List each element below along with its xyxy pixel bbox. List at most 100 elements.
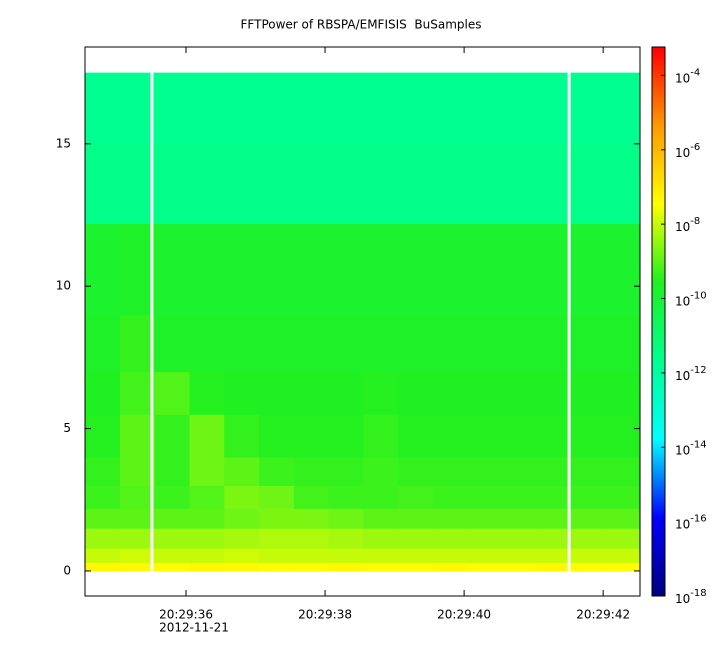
cell bbox=[398, 314, 434, 373]
cell bbox=[537, 72, 573, 145]
cell bbox=[502, 72, 538, 145]
cell bbox=[259, 414, 295, 458]
cell bbox=[432, 371, 469, 415]
cell bbox=[398, 72, 434, 145]
cell bbox=[537, 223, 573, 316]
cell bbox=[502, 508, 538, 529]
cell bbox=[502, 414, 538, 458]
cell bbox=[293, 314, 330, 373]
cell bbox=[259, 508, 295, 529]
cell bbox=[606, 485, 640, 509]
cell bbox=[259, 548, 295, 563]
cell bbox=[119, 223, 156, 316]
cell bbox=[363, 528, 399, 549]
cell bbox=[467, 314, 503, 373]
cell bbox=[398, 371, 434, 415]
colorbar-tick-label: 10-10 bbox=[675, 291, 707, 309]
colorbar bbox=[651, 46, 666, 597]
cell bbox=[467, 528, 503, 549]
y-tick-label: 5 bbox=[63, 421, 71, 435]
cell bbox=[189, 562, 225, 572]
cell bbox=[119, 143, 156, 225]
cell bbox=[537, 314, 573, 373]
colorbar-tick-label: 10-14 bbox=[675, 439, 707, 457]
cell bbox=[85, 548, 121, 563]
cell bbox=[467, 143, 503, 225]
cell bbox=[189, 223, 225, 316]
cell bbox=[85, 72, 121, 145]
cell bbox=[328, 548, 364, 563]
cell bbox=[328, 223, 364, 316]
cell bbox=[85, 508, 121, 529]
cell bbox=[467, 414, 503, 458]
cell bbox=[224, 314, 260, 373]
cell bbox=[571, 508, 608, 529]
cell bbox=[606, 562, 640, 572]
cell bbox=[85, 223, 121, 316]
cell bbox=[119, 414, 156, 458]
cell bbox=[467, 457, 503, 487]
cell bbox=[85, 528, 121, 549]
cell bbox=[119, 485, 156, 509]
cell bbox=[189, 508, 225, 529]
cell bbox=[154, 371, 190, 415]
cell bbox=[189, 371, 225, 415]
cell bbox=[259, 143, 295, 225]
cell bbox=[537, 528, 573, 549]
cell bbox=[259, 371, 295, 415]
cell bbox=[398, 548, 434, 563]
cell bbox=[189, 414, 225, 458]
cell bbox=[537, 457, 573, 487]
cell bbox=[189, 457, 225, 487]
cell bbox=[328, 562, 364, 572]
cell bbox=[571, 485, 608, 509]
colorbar-tick-label: 10-12 bbox=[675, 365, 707, 383]
cell bbox=[398, 143, 434, 225]
cell bbox=[432, 528, 469, 549]
cell bbox=[224, 72, 260, 145]
cell bbox=[502, 548, 538, 563]
cell bbox=[467, 485, 503, 509]
cell bbox=[328, 143, 364, 225]
cell bbox=[293, 562, 330, 572]
cell bbox=[189, 528, 225, 549]
cell bbox=[154, 314, 190, 373]
cell bbox=[85, 143, 121, 225]
cell bbox=[363, 314, 399, 373]
cell bbox=[537, 414, 573, 458]
cell bbox=[363, 143, 399, 225]
cell bbox=[85, 457, 121, 487]
cell bbox=[328, 457, 364, 487]
cell bbox=[328, 528, 364, 549]
cell bbox=[154, 508, 190, 529]
cell bbox=[189, 485, 225, 509]
x-annotation: 2012-11-21 bbox=[159, 621, 229, 635]
cell bbox=[259, 485, 295, 509]
cell bbox=[571, 457, 608, 487]
cell bbox=[606, 143, 640, 225]
cell bbox=[537, 548, 573, 563]
cell bbox=[432, 414, 469, 458]
cell bbox=[224, 548, 260, 563]
cell bbox=[293, 457, 330, 487]
cell bbox=[606, 548, 640, 563]
cell bbox=[154, 562, 190, 572]
x-tick-label: 20:29:40 bbox=[437, 608, 491, 622]
cell bbox=[328, 314, 364, 373]
cell bbox=[85, 485, 121, 509]
cell bbox=[502, 528, 538, 549]
cell bbox=[259, 223, 295, 316]
cell bbox=[224, 528, 260, 549]
cell bbox=[502, 371, 538, 415]
cell bbox=[502, 143, 538, 225]
cell bbox=[154, 72, 190, 145]
cell bbox=[224, 414, 260, 458]
cell bbox=[328, 508, 364, 529]
chart-title: FFTPower of RBSPA/EMFISIS BuSamples bbox=[241, 18, 482, 32]
colorbar-tick-label: 10-6 bbox=[675, 142, 700, 160]
cell bbox=[154, 528, 190, 549]
cell bbox=[154, 414, 190, 458]
colorbar-tick-label: 10-4 bbox=[675, 67, 700, 85]
cell bbox=[398, 508, 434, 529]
